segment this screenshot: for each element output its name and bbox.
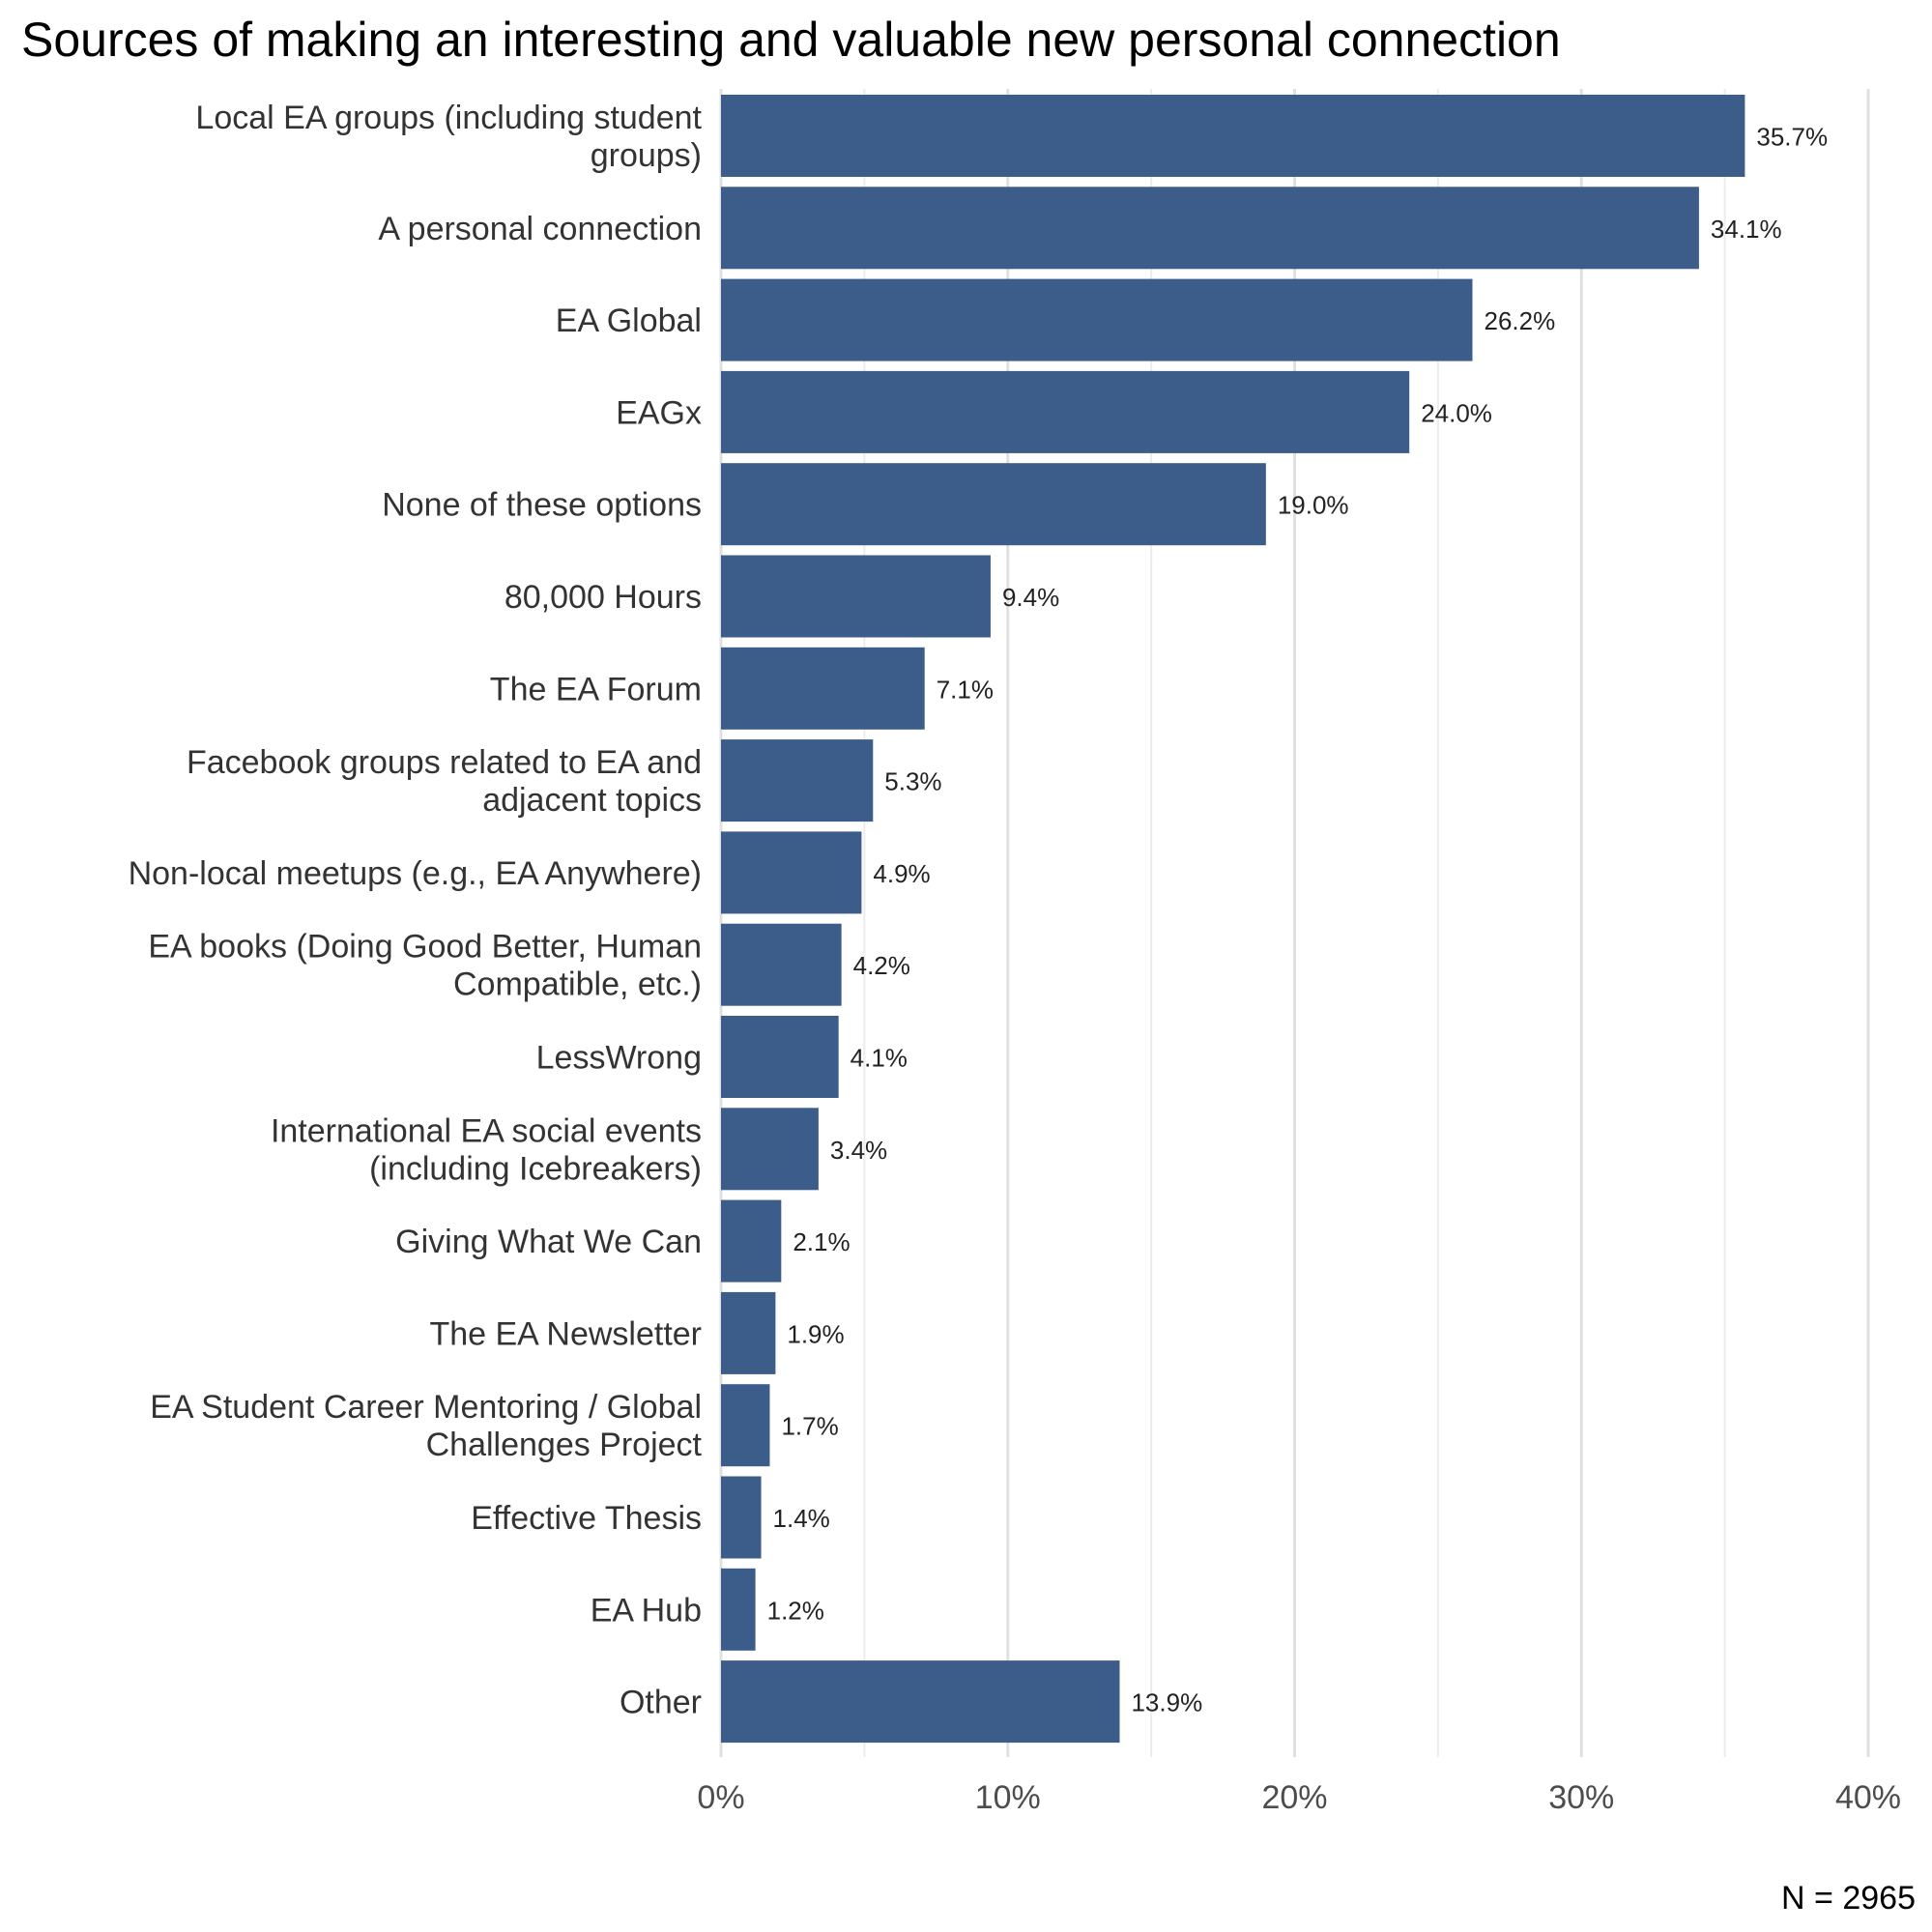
category-label: A personal connection [378,211,702,247]
value-label: 24.0% [1421,398,1492,427]
sample-size-caption: N = 2965 [1781,1880,1916,1917]
category-label: EA Student Career Mentoring / Global Chal… [150,1389,702,1463]
category-label: None of these options [382,487,702,524]
bar [721,1199,782,1283]
bar [721,1568,756,1651]
category-label: Effective Thesis [471,1500,702,1537]
bar [721,187,1699,270]
bar [721,1291,776,1374]
value-label: 4.2% [853,951,910,980]
value-label: 4.1% [851,1044,908,1073]
chart-title: Sources of making an interesting and val… [21,13,1561,67]
value-label: 9.4% [1002,583,1059,612]
category-label: Giving What We Can [395,1224,702,1260]
x-tick-label: 10% [975,1779,1041,1816]
bar [721,278,1473,361]
bar [721,370,1410,453]
value-label: 4.9% [873,859,930,888]
bar [721,831,862,914]
category-label: EA books (Doing Good Better, Human Compat… [148,929,702,1003]
value-label: 34.1% [1711,215,1782,244]
value-label: 1.7% [781,1412,838,1441]
bar [721,647,925,730]
category-label: LessWrong [536,1040,702,1077]
value-label: 26.2% [1484,306,1555,335]
value-label: 35.7% [1756,123,1828,152]
category-label: Non-local meetups (e.g., EA Anywhere) [129,855,702,892]
value-label: 3.4% [830,1136,887,1165]
grid-lines [719,89,1870,1757]
category-label: Facebook groups related to EA and adjacen… [187,744,702,819]
category-label: EAGx [616,394,702,431]
x-tick-label: 20% [1261,1779,1327,1816]
value-label: 7.1% [937,675,994,704]
bar [721,1384,770,1467]
category-label: EA Global [556,303,702,339]
value-label: 1.2% [767,1596,824,1625]
bar [721,923,842,1006]
bar [721,1476,762,1559]
category-label: The EA Newsletter [429,1315,702,1352]
category-label: International EA social events (including… [271,1112,702,1187]
bar [721,739,874,822]
bar [721,463,1266,546]
bar [721,1108,819,1191]
x-tick-label: 40% [1835,1779,1901,1816]
value-label: 1.4% [773,1504,830,1533]
bars [721,95,1745,1744]
bar [721,555,991,638]
category-label: EA Hub [591,1592,702,1629]
value-label: 1.9% [787,1319,844,1348]
value-labels: 35.7% 34.1% 26.2% 24.0% 19.0% 9.4% 7.1% 5.3% 4.9… [767,123,1829,1717]
category-label: The EA Forum [490,671,702,707]
value-label: 2.1% [793,1227,850,1256]
x-tick-label: 30% [1548,1779,1614,1816]
x-axis-ticks: 0% 10% 20% 30% 40% [697,1779,1901,1816]
x-tick-label: 0% [697,1779,744,1816]
category-labels: Local EA groups (including student groups… [129,100,703,1721]
category-label: 80,000 Hours [505,579,702,616]
category-label: Local EA groups (including student groups… [195,100,702,174]
bar [721,95,1745,177]
bar [721,1660,1120,1744]
value-label: 5.3% [884,767,941,796]
value-label: 19.0% [1278,491,1349,520]
bar [721,1016,839,1098]
value-label: 13.9% [1131,1688,1202,1717]
category-label: Other [620,1685,702,1721]
